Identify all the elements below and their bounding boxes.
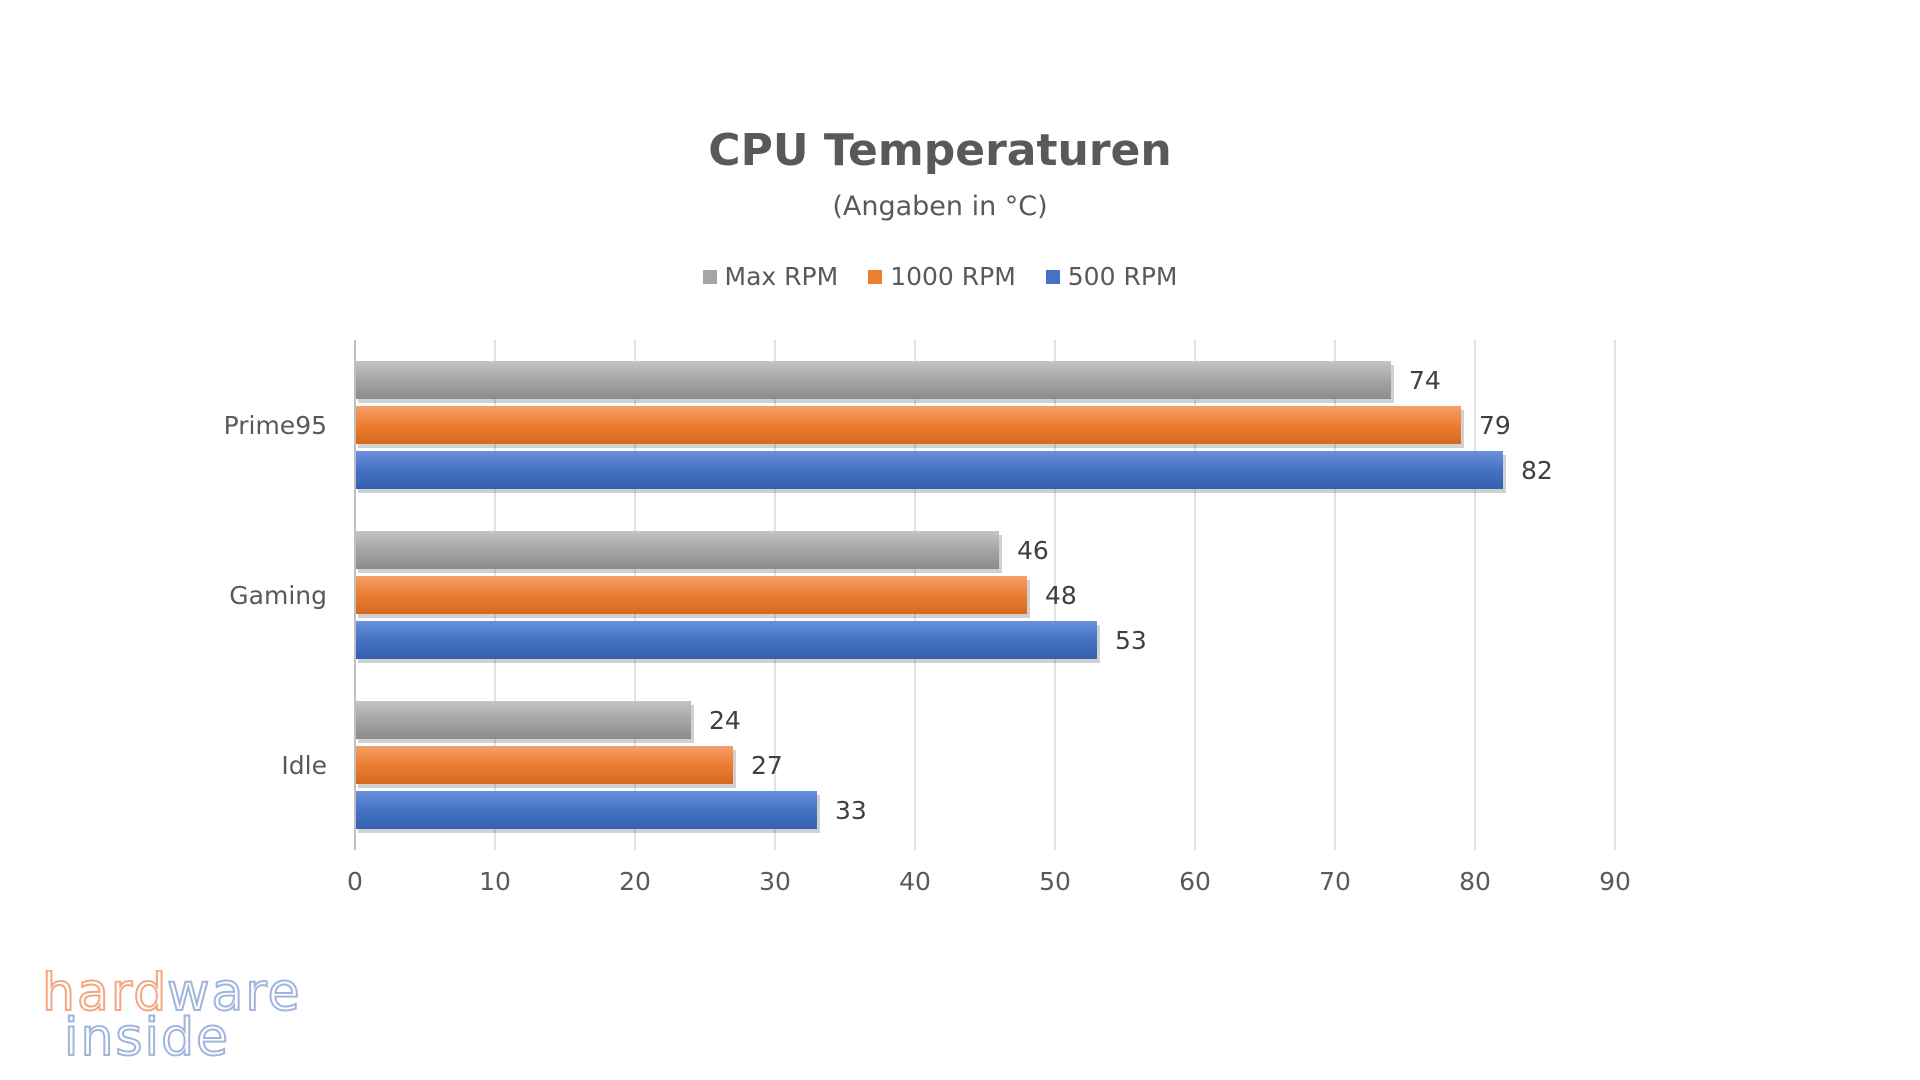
bar [355, 621, 1097, 659]
svg-text:hard: hard [42, 970, 168, 1023]
x-tick-label: 10 [479, 867, 511, 896]
data-label: 53 [1115, 626, 1147, 655]
legend-label-max-rpm: Max RPM [724, 262, 839, 291]
x-tick-label: 70 [1319, 867, 1351, 896]
legend-label-500-rpm: 500 RPM [1067, 262, 1178, 291]
bar [355, 791, 817, 829]
legend-swatch-1000-rpm [868, 269, 883, 284]
svg-text:inside: inside [64, 1008, 230, 1060]
x-tick-label: 90 [1599, 867, 1631, 896]
svg-text:ware: ware [167, 970, 302, 1023]
bar [355, 576, 1027, 614]
data-label: 46 [1017, 536, 1049, 565]
category-label: Idle [281, 751, 327, 780]
legend-swatch-max-rpm [702, 269, 717, 284]
bar [355, 451, 1503, 489]
bar [355, 361, 1391, 399]
x-tick-label: 30 [759, 867, 791, 896]
category-label: Prime95 [224, 411, 327, 440]
data-label: 82 [1521, 456, 1553, 485]
bar [355, 531, 999, 569]
x-tick-label: 60 [1179, 867, 1211, 896]
data-label: 79 [1479, 411, 1511, 440]
legend-label-1000-rpm: 1000 RPM [890, 262, 1016, 291]
bar [355, 701, 691, 739]
bar [355, 406, 1461, 444]
data-label: 27 [751, 751, 783, 780]
x-tick-label: 20 [619, 867, 651, 896]
x-tick-label: 40 [899, 867, 931, 896]
legend: Max RPM 1000 RPM 500 RPM [0, 262, 1880, 291]
x-tick-label: 0 [347, 867, 363, 896]
bars [355, 361, 1506, 833]
data-label: 74 [1409, 366, 1441, 395]
data-label: 33 [835, 796, 867, 825]
legend-swatch-500-rpm [1045, 269, 1060, 284]
x-tick-label: 80 [1459, 867, 1491, 896]
axes: 0 10 20 30 40 50 60 70 80 90 Prime95 Gaming Idle [224, 340, 1631, 896]
legend-item-max-rpm: Max RPM [702, 262, 839, 291]
category-label: Gaming [229, 581, 327, 610]
data-label: 48 [1045, 581, 1077, 610]
data-label: 24 [709, 706, 741, 735]
hardware-inside-logo: hard ware inside [42, 970, 302, 1060]
chart-title: CPU Temperaturen [708, 125, 1172, 176]
legend-item-1000-rpm: 1000 RPM [868, 262, 1016, 291]
data-labels: 74 79 82 46 48 53 24 27 33 [709, 366, 1553, 825]
bar [355, 746, 733, 784]
chart-subtitle: (Angaben in °C) [832, 191, 1048, 222]
legend-item-500-rpm: 500 RPM [1045, 262, 1178, 291]
x-tick-label: 50 [1039, 867, 1071, 896]
